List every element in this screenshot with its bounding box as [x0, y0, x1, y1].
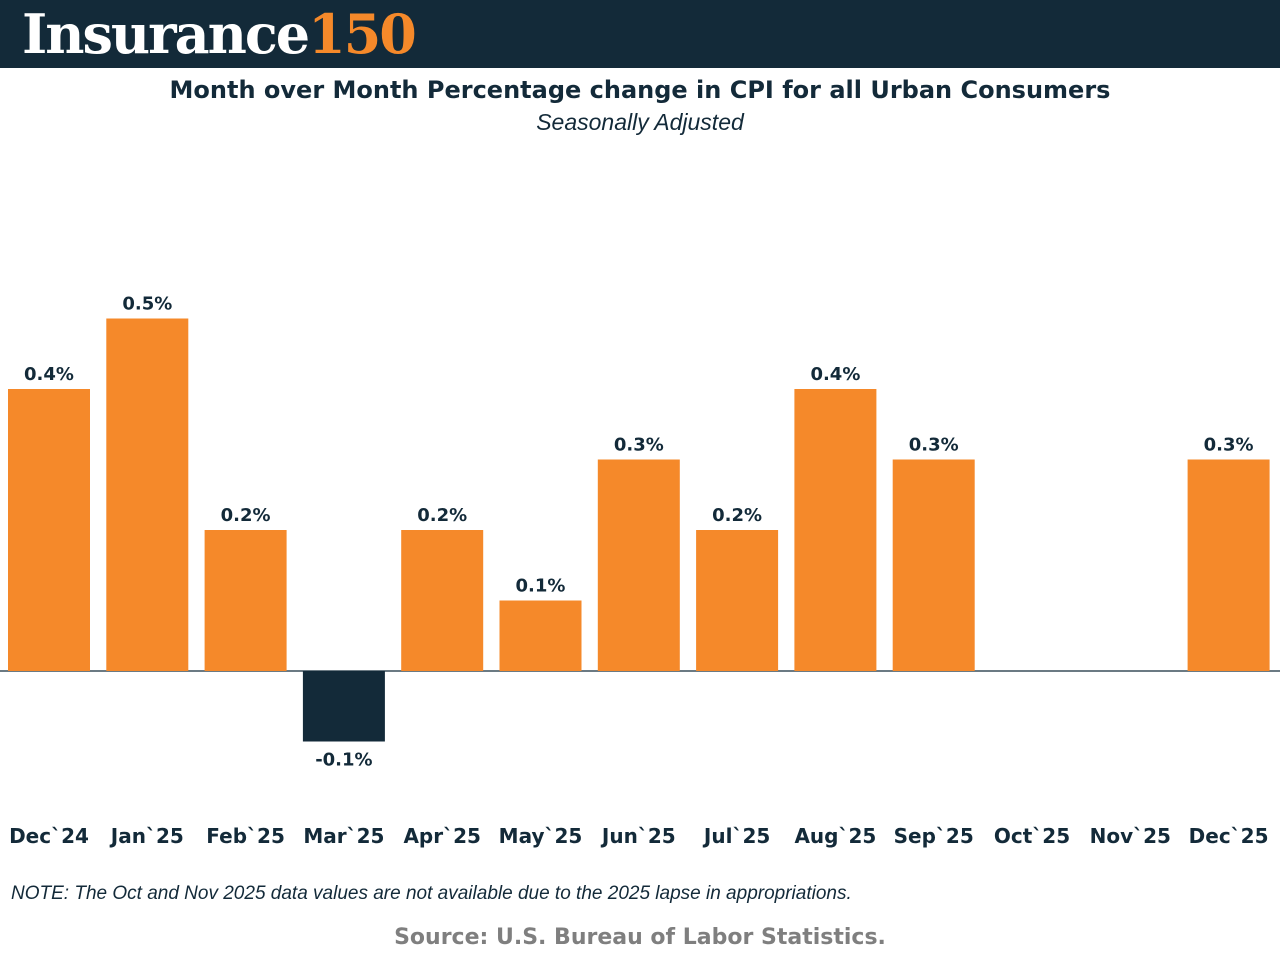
- bar-chart: 0.4% Dec`24 0.5% Jan`25 0.2% Feb`25 -0.1% Mar`2…: [0, 294, 1280, 848]
- data-label: 0.5%: [122, 294, 172, 315]
- bar: [8, 389, 90, 671]
- x-tick-label: Jul`25: [702, 824, 770, 848]
- x-tick-label: Jun`25: [600, 824, 676, 848]
- data-label: 0.3%: [614, 435, 664, 456]
- data-label: 0.4%: [810, 364, 860, 385]
- x-tick-label: May`25: [499, 824, 583, 848]
- x-tick-label: Oct`25: [994, 824, 1070, 848]
- brand-logo-word: Insurance: [22, 2, 310, 66]
- brand-logo: Insurance150: [22, 2, 417, 66]
- x-tick-label: Dec`25: [1189, 824, 1269, 848]
- bar: [499, 600, 582, 671]
- bar: [597, 459, 680, 671]
- bar: [302, 671, 385, 742]
- x-tick-label: Jan`25: [109, 824, 184, 848]
- footnote: NOTE: The Oct and Nov 2025 data values a…: [11, 883, 852, 904]
- bar: [401, 530, 484, 671]
- bar: [696, 530, 779, 671]
- source-credit: Source: U.S. Bureau of Labor Statistics.: [394, 925, 886, 950]
- x-tick-label: Dec`24: [9, 824, 89, 848]
- data-label: 0.2%: [221, 505, 271, 526]
- bar: [106, 318, 189, 671]
- chart-title: Month over Month Percentage change in CP…: [169, 76, 1111, 104]
- brand-logo-number: 150: [308, 2, 417, 66]
- x-tick-label: Mar`25: [303, 824, 384, 848]
- data-label: 0.1%: [516, 576, 566, 597]
- x-tick-label: Apr`25: [403, 824, 481, 848]
- data-label: 0.3%: [1204, 435, 1254, 456]
- x-tick-label: Feb`25: [206, 824, 285, 848]
- bar: [794, 389, 877, 671]
- x-tick-label: Nov`25: [1090, 824, 1171, 848]
- data-label: 0.2%: [417, 505, 467, 526]
- x-tick-label: Aug`25: [794, 824, 876, 848]
- data-label: -0.1%: [315, 750, 372, 771]
- data-label: 0.4%: [24, 364, 74, 385]
- bar: [892, 459, 975, 671]
- header-bar: Insurance150: [0, 0, 1280, 68]
- x-tick-label: Sep`25: [894, 824, 974, 848]
- chart-subtitle: Seasonally Adjusted: [536, 109, 744, 135]
- bar: [204, 530, 287, 671]
- bar: [1187, 459, 1270, 671]
- data-label: 0.3%: [909, 435, 959, 456]
- data-label: 0.2%: [712, 505, 762, 526]
